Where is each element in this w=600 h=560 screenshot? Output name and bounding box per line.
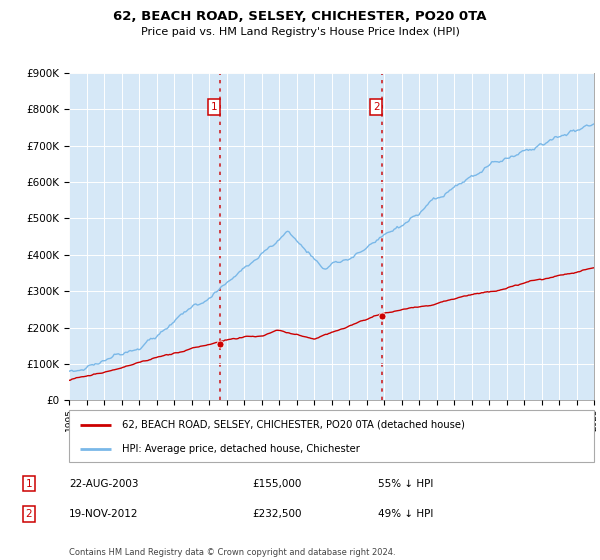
Text: £232,500: £232,500 — [252, 509, 302, 519]
Text: HPI: Average price, detached house, Chichester: HPI: Average price, detached house, Chic… — [121, 444, 359, 454]
Text: 1: 1 — [25, 478, 32, 488]
Text: 22-AUG-2003: 22-AUG-2003 — [69, 478, 139, 488]
Text: Price paid vs. HM Land Registry's House Price Index (HPI): Price paid vs. HM Land Registry's House … — [140, 27, 460, 37]
Text: 62, BEACH ROAD, SELSEY, CHICHESTER, PO20 0TA (detached house): 62, BEACH ROAD, SELSEY, CHICHESTER, PO20… — [121, 420, 464, 430]
Text: 2: 2 — [25, 509, 32, 519]
FancyBboxPatch shape — [69, 410, 594, 462]
Text: 1: 1 — [211, 102, 218, 112]
Text: 19-NOV-2012: 19-NOV-2012 — [69, 509, 139, 519]
Text: 55% ↓ HPI: 55% ↓ HPI — [378, 478, 433, 488]
Text: £155,000: £155,000 — [252, 478, 301, 488]
Text: 49% ↓ HPI: 49% ↓ HPI — [378, 509, 433, 519]
Text: 2: 2 — [373, 102, 379, 112]
Text: Contains HM Land Registry data © Crown copyright and database right 2024.
This d: Contains HM Land Registry data © Crown c… — [69, 548, 395, 560]
Text: 62, BEACH ROAD, SELSEY, CHICHESTER, PO20 0TA: 62, BEACH ROAD, SELSEY, CHICHESTER, PO20… — [113, 10, 487, 23]
